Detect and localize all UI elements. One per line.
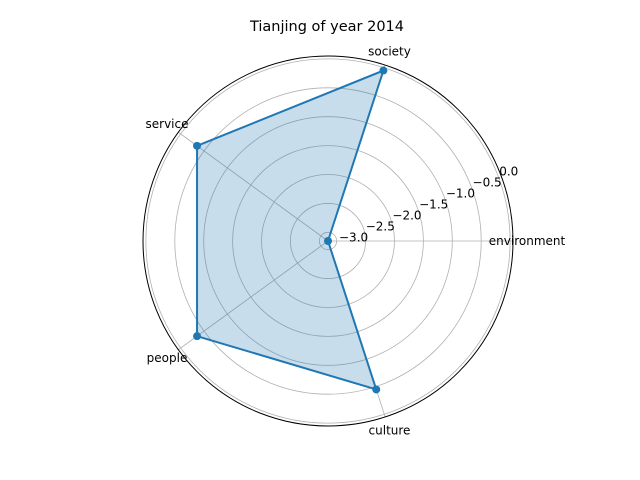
data-series (193, 66, 388, 394)
series-area (197, 70, 384, 390)
data-point (324, 237, 332, 245)
radial-tick-labels: −3.0−2.5−2.0−1.5−1.0−0.50.0 (339, 164, 518, 244)
category-labels: environment society service people culture (146, 45, 566, 438)
radial-tick-label: −1.0 (446, 186, 475, 200)
category-label: service (146, 117, 189, 131)
grid-spoke (178, 240, 329, 351)
category-label: environment (489, 234, 566, 248)
radial-tick-label: −1.5 (419, 197, 448, 211)
radial-tick-label: −0.5 (473, 175, 502, 189)
polar-frame (142, 55, 514, 427)
chart-title: Tianjing of year 2014 (249, 19, 404, 35)
data-point (193, 141, 202, 150)
radial-tick-label: −2.0 (392, 209, 421, 223)
series-line (196, 69, 385, 391)
data-point (379, 66, 388, 75)
category-label: society (368, 45, 411, 59)
data-point (372, 385, 381, 394)
radial-tick-label: −3.0 (339, 231, 368, 245)
grid-spoke (178, 131, 329, 242)
radial-tick-label: −2.5 (366, 220, 395, 234)
category-label: people (147, 351, 188, 365)
data-point (193, 332, 202, 341)
radial-tick-label: 0.0 (499, 164, 518, 178)
category-label: culture (369, 423, 411, 437)
